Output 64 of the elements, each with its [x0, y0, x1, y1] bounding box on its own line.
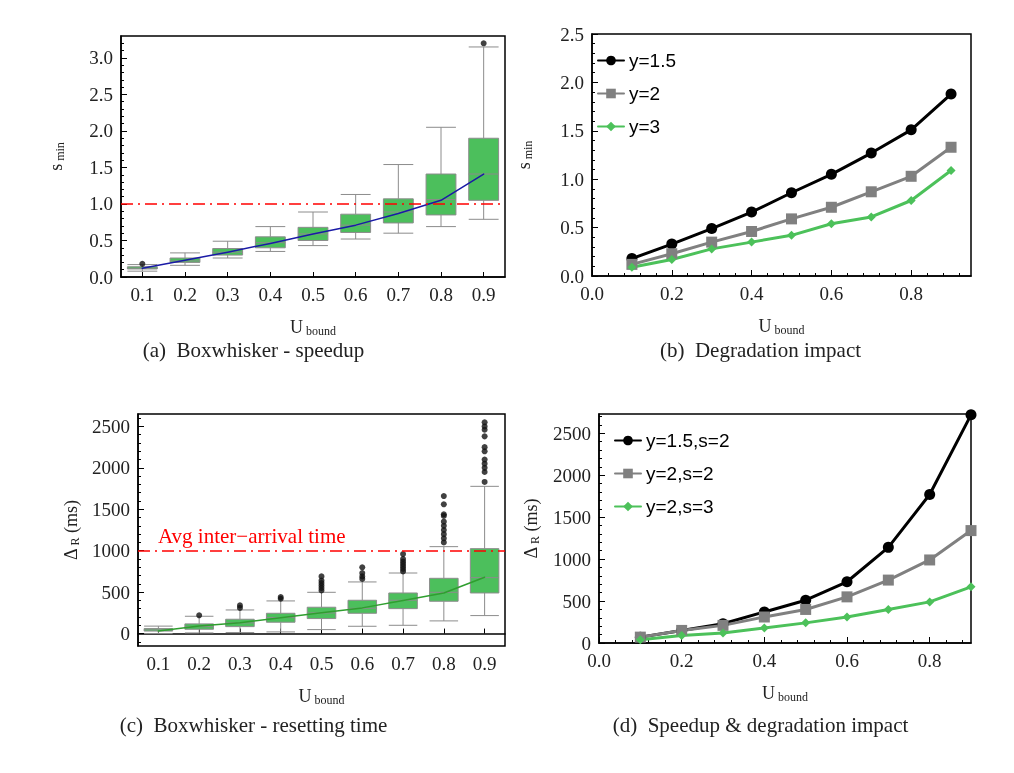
y-axis-title: ΔR (ms) [521, 498, 542, 559]
x-tick-label: 0.3 [215, 284, 240, 305]
legend-label: y=1.5 [629, 50, 677, 71]
y-axis-title: smin [514, 140, 535, 170]
x-tick-label: 0.7 [391, 653, 415, 674]
text: (b) Degradation impact [659, 337, 862, 362]
y-tick-label: 1000 [92, 540, 130, 562]
y-axis-title: smin [46, 142, 67, 171]
y-tick-label: 1500 [553, 506, 591, 528]
legend-label: y=1.5,s=2 [646, 430, 730, 451]
text: (d) Speedup & degradation impact [612, 712, 909, 737]
x-tick-label: 0.2 [173, 284, 197, 305]
y-tick-label: 2.5 [89, 83, 113, 105]
y-tick-label: 2000 [92, 457, 130, 479]
y-tick-label: 2000 [553, 464, 591, 486]
y-tick-label: 1500 [92, 498, 130, 520]
y-tick-label: 1.5 [560, 120, 584, 142]
x-tick-label: 0.8 [431, 653, 456, 674]
y-tick-label: 2.0 [89, 120, 113, 142]
x-tick-label: 0.6 [343, 284, 368, 305]
y-tick-label: 1.0 [560, 168, 584, 190]
x-tick-label: 0.5 [309, 653, 334, 674]
y-tick-label: 2500 [92, 415, 130, 437]
y-tick-label: 500 [101, 581, 130, 603]
x-tick-label: 0.4 [752, 650, 777, 671]
x-tick-label: 0.6 [350, 653, 375, 674]
x-tick-label: 0.1 [146, 653, 171, 674]
x-tick-label: 0.6 [819, 283, 844, 304]
x-tick-label: 0.8 [899, 283, 924, 304]
x-tick-label: 0.8 [429, 284, 453, 305]
x-tick-label: 0.8 [917, 650, 942, 671]
y-tick-label: 0.5 [89, 229, 113, 251]
y-tick-label: 1000 [553, 548, 591, 570]
y-tick-label: 0.0 [89, 266, 113, 288]
x-tick-label: 0.2 [187, 653, 212, 674]
y-tick-label: 500 [562, 590, 591, 612]
ref-line-label: Avg inter−arrival time [158, 524, 346, 549]
x-tick-label: 0.4 [258, 284, 283, 305]
x-tick-label: 0.5 [301, 284, 325, 305]
x-tick-label: 0.9 [471, 284, 496, 305]
text: (a) Boxwhisker - speedup [142, 337, 365, 362]
y-axis-title: ΔR (ms) [61, 499, 83, 561]
y-tick-label: 2500 [553, 422, 591, 444]
y-tick-label: 1.0 [89, 193, 113, 215]
y-tick-label: 1.5 [89, 156, 113, 178]
x-tick-label: 0.9 [472, 653, 497, 674]
y-tick-label: 0 [120, 623, 130, 645]
text: (c) Boxwhisker - resetting time [119, 712, 388, 737]
y-tick-label: 0.5 [560, 217, 584, 239]
x-tick-label: 0.6 [835, 650, 859, 671]
x-tick-label: 0.3 [228, 653, 252, 674]
legend-label: y=3 [629, 116, 661, 137]
x-tick-label: 0.4 [268, 653, 294, 674]
x-tick-label: 0.7 [386, 284, 411, 305]
y-tick-label: 2.0 [560, 71, 584, 93]
x-tick-label: 0.2 [669, 650, 694, 671]
y-tick-label: 3.0 [89, 47, 113, 69]
y-tick-label: 2.5 [560, 23, 584, 45]
legend-label: y=2,s=3 [646, 496, 714, 517]
x-tick-label: 0.2 [659, 283, 684, 304]
x-tick-label: 0.4 [739, 283, 764, 304]
legend-label: y=2 [629, 83, 661, 104]
x-tick-label: 0.1 [130, 284, 155, 305]
legend-label: y=2,s=2 [646, 463, 714, 484]
